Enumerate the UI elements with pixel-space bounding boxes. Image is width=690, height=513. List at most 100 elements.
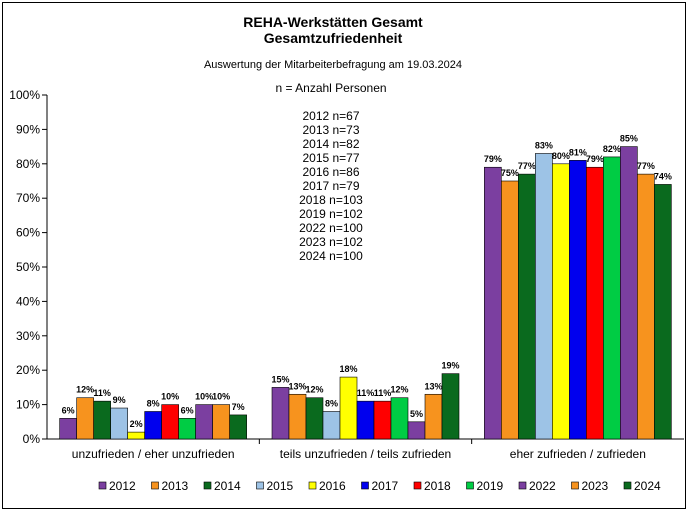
legend-label: 2015: [267, 479, 294, 493]
bar: [93, 400, 111, 440]
bar: [654, 184, 672, 440]
data-label: 9%: [113, 395, 126, 405]
bar: [518, 173, 536, 440]
data-label: 11%: [374, 388, 392, 398]
data-label: 74%: [654, 171, 672, 181]
y-tick-label: 100%: [9, 88, 40, 102]
data-label: 82%: [603, 144, 621, 154]
legend-label: 2023: [582, 479, 609, 493]
data-label: 10%: [212, 392, 230, 402]
annotation-line: 2014 n=82: [302, 137, 359, 151]
data-label: 13%: [288, 381, 306, 391]
bar: [586, 166, 604, 440]
data-label: 75%: [501, 168, 519, 178]
bar: [271, 387, 290, 440]
data-label: 10%: [195, 392, 213, 402]
data-label: 6%: [62, 405, 75, 415]
bar: [127, 431, 145, 440]
bar: [288, 393, 307, 440]
data-label: 8%: [325, 398, 338, 408]
annotation-title: n = Anzahl Personen: [275, 81, 386, 95]
data-label: 12%: [305, 385, 323, 395]
y-tick-label: 50%: [16, 260, 40, 274]
bar: [390, 397, 409, 440]
bar: [552, 163, 570, 440]
data-label: 11%: [93, 388, 111, 398]
annotation-line: 2019 n=102: [299, 207, 363, 221]
data-label: 8%: [147, 398, 160, 408]
y-tick-label: 30%: [16, 329, 40, 343]
data-label: 77%: [637, 161, 655, 171]
bar: [424, 393, 443, 440]
bar: [441, 373, 460, 440]
data-label: 85%: [620, 134, 638, 144]
sample-size-annotations: 2012 n=67 2013 n=73 2014 n=82 2015 n=77 …: [299, 109, 363, 263]
bar: [339, 376, 358, 440]
legend-swatch: [413, 481, 422, 490]
y-tick-label: 60%: [16, 226, 40, 240]
bar: [322, 411, 341, 440]
legend-swatch: [623, 481, 632, 490]
bar: [178, 418, 196, 440]
bar: [195, 404, 213, 440]
y-tick-label: 0%: [23, 432, 41, 446]
data-label: 12%: [76, 385, 94, 395]
data-label: 13%: [424, 381, 442, 391]
legend-swatch: [518, 481, 527, 490]
data-label: 10%: [161, 392, 179, 402]
chart-caption: Auswertung der Mitarbeiterbefragung am 1…: [204, 59, 462, 71]
bar: [161, 404, 179, 440]
bar: [356, 400, 375, 440]
data-label: 80%: [552, 151, 570, 161]
legend-label: 2017: [372, 479, 399, 493]
category-label: unzufrieden / eher unzufrieden: [72, 447, 235, 461]
data-label: 79%: [586, 154, 604, 164]
data-label: 12%: [390, 385, 408, 395]
bar: [305, 397, 324, 440]
y-tick-label: 90%: [16, 122, 40, 136]
annotation-line: 2022 n=100: [299, 221, 363, 235]
legend-swatch: [203, 481, 212, 490]
bar: [373, 400, 392, 440]
annotation-line: 2024 n=100: [299, 249, 363, 263]
legend-label: 2012: [109, 479, 136, 493]
legend-swatch: [571, 481, 579, 490]
data-label: 81%: [569, 147, 587, 157]
legend-label: 2022: [529, 479, 556, 493]
data-label: 11%: [357, 388, 375, 398]
data-label: 79%: [484, 154, 502, 164]
y-tick-label: 40%: [16, 294, 40, 308]
bar: [484, 166, 502, 440]
bar: [603, 156, 621, 440]
annotation-line: 2013 n=73: [302, 123, 359, 137]
y-tick-label: 80%: [16, 157, 40, 171]
chart-subtitle: Gesamtzufriedenheit: [264, 30, 403, 46]
bar: [620, 146, 638, 440]
bar: [569, 160, 587, 440]
data-label: 15%: [271, 374, 289, 384]
legend-label: 2016: [319, 479, 346, 493]
bar: [637, 173, 655, 440]
legend-label: 2018: [424, 479, 451, 493]
annotation-line: 2016 n=86: [302, 165, 359, 179]
data-label: 77%: [518, 161, 536, 171]
data-label: 2%: [130, 419, 143, 429]
y-tick-label: 10%: [16, 398, 40, 412]
category-label: teils unzufrieden / teils zufrieden: [280, 447, 451, 461]
annotation-line: 2015 n=77: [302, 151, 359, 165]
bar: [144, 411, 162, 440]
data-labels: 6%15%79%12% 13%75%11% 12%77%9% 8%83%2%18%80…: [62, 134, 672, 430]
legend-label: 2013: [162, 479, 189, 493]
data-label: 5%: [410, 409, 423, 419]
chart-title: REHA-Werkstätten Gesamt: [243, 14, 423, 30]
bar: [229, 414, 247, 440]
bar: [407, 421, 426, 440]
legend-swatch: [151, 481, 159, 490]
axes: 0% 10% 20% 30% 40% 50% 60% 70% 80% 90% 100% unzufri…: [9, 88, 684, 461]
annotation-line: 2017 n=79: [302, 179, 359, 193]
annotation-line: 2012 n=67: [302, 109, 359, 123]
bars: [59, 146, 672, 440]
bar: [76, 397, 94, 440]
data-label: 19%: [441, 361, 459, 371]
